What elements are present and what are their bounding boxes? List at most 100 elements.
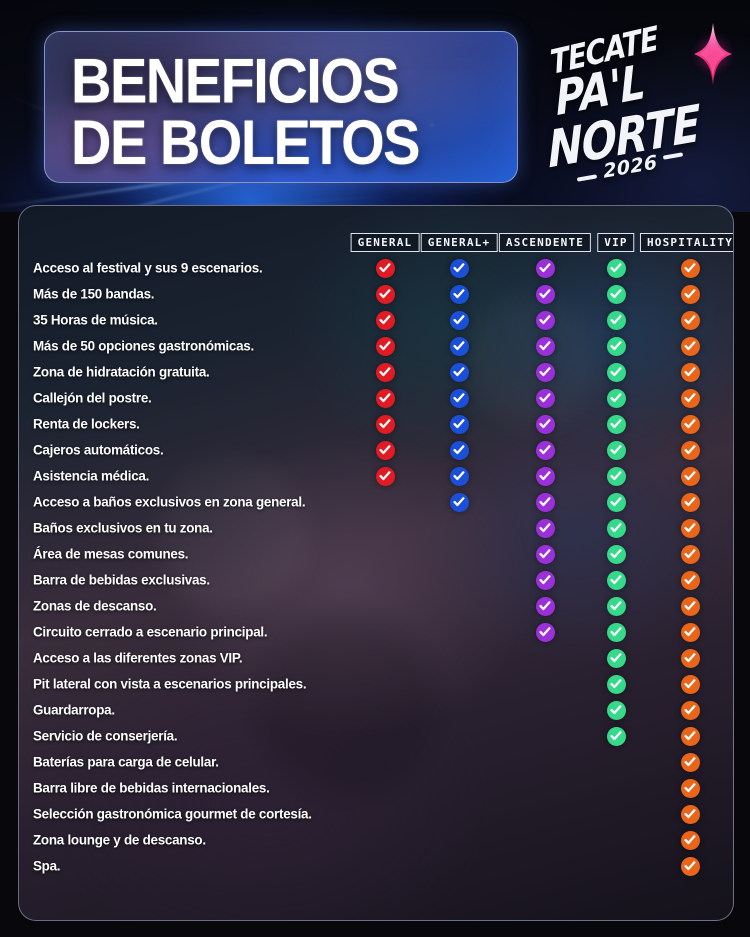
table-row: Selección gastronómica gourmet de cortes… [19,801,733,827]
check-icon-ascendente [535,362,555,382]
cell-empty-general [376,753,395,772]
check-icon-vip [606,596,626,616]
table-row: Barra de bebidas exclusivas. [19,567,733,593]
cell-empty-ascendente [536,727,555,746]
benefit-label: 35 Horas de música. [33,312,158,328]
cell-empty-vip [607,753,626,772]
cell-empty-general_plus [450,675,469,694]
check-icon-hospitality [680,518,700,538]
check-icon-hospitality [680,310,700,330]
table-row: Baterías para carga de celular. [19,749,733,775]
table-row: Zona lounge y de descanso. [19,827,733,853]
check-icon-hospitality [680,284,700,304]
benefit-label: Asistencia médica. [33,468,150,484]
cell-empty-vip [607,779,626,798]
cell-empty-general_plus [450,649,469,668]
check-icon-ascendente [535,492,555,512]
check-icon-ascendente [535,414,555,434]
benefit-label: Zonas de descanso. [33,598,157,614]
check-icon-ascendente [535,440,555,460]
check-icon-hospitality [680,492,700,512]
check-icon-hospitality [680,596,700,616]
check-icon-general [375,362,395,382]
tier-header-general[interactable]: GENERAL [350,233,420,252]
check-icon-ascendente [535,258,555,278]
tier-header-general_plus[interactable]: GENERAL+ [420,233,498,252]
benefit-label: Más de 50 opciones gastronómicas. [33,338,254,354]
table-row: Zonas de descanso. [19,593,733,619]
benefit-label: Acceso a las diferentes zonas VIP. [33,650,243,666]
check-icon-ascendente [535,596,555,616]
check-icon-general [375,310,395,330]
four-point-star-icon [686,23,740,85]
table-row: Asistencia médica. [19,463,733,489]
check-icon-vip [606,726,626,746]
check-icon-hospitality [680,388,700,408]
check-icon-vip [606,544,626,564]
check-icon-hospitality [680,700,700,720]
tier-header-ascendente[interactable]: ASCENDENTE [498,233,592,252]
logo-dash-decor [576,174,598,182]
check-icon-ascendente [535,570,555,590]
page-title: BENEFICIOS DE BOLETOS [71,45,421,178]
check-icon-general_plus [449,414,469,434]
check-icon-vip [606,258,626,278]
star-glow-decor [693,34,733,74]
cell-empty-general_plus [450,597,469,616]
cell-empty-general [376,545,395,564]
check-icon-general_plus [449,492,469,512]
benefit-label: Guardarropa. [33,702,115,718]
check-icon-vip [606,674,626,694]
check-icon-ascendente [535,544,555,564]
table-row: Circuito cerrado a escenario principal. [19,619,733,645]
check-icon-vip [606,492,626,512]
check-icon-general_plus [449,440,469,460]
check-icon-vip [606,388,626,408]
benefit-label: Pit lateral con vista a escenarios princ… [33,676,307,692]
benefit-label: Renta de lockers. [33,416,140,432]
cell-empty-general_plus [450,571,469,590]
tier-header-vip[interactable]: VIP [597,233,635,252]
cell-empty-general [376,857,395,876]
check-icon-general [375,336,395,356]
table-row: Acceso a las diferentes zonas VIP. [19,645,733,671]
tier-header-hospitality[interactable]: HOSPITALITY [639,233,733,252]
table-row: Acceso al festival y sus 9 escenarios. [19,255,733,281]
cell-empty-ascendente [536,779,555,798]
check-icon-vip [606,648,626,668]
benefit-label: Callejón del postre. [33,390,152,406]
benefit-label: Servicio de conserjería. [33,728,178,744]
benefit-label: Baños exclusivos en tu zona. [33,520,213,536]
check-icon-hospitality [680,544,700,564]
cell-empty-vip [607,831,626,850]
check-icon-hospitality [680,856,700,876]
cell-empty-general_plus [450,753,469,772]
check-icon-hospitality [680,570,700,590]
cell-empty-general [376,623,395,642]
check-icon-vip [606,440,626,460]
benefits-table: Acceso al festival y sus 9 escenarios. Má… [19,255,733,879]
check-icon-ascendente [535,518,555,538]
check-icon-general_plus [449,388,469,408]
benefit-label: Cajeros automáticos. [33,442,164,458]
table-row: Callejón del postre. [19,385,733,411]
cell-empty-general_plus [450,519,469,538]
check-icon-hospitality [680,440,700,460]
table-row: Spa. [19,853,733,879]
check-icon-general_plus [449,362,469,382]
cell-empty-general_plus [450,805,469,824]
table-row: Cajeros automáticos. [19,437,733,463]
check-icon-vip [606,466,626,486]
benefit-label: Circuito cerrado a escenario principal. [33,624,268,640]
check-icon-vip [606,310,626,330]
check-icon-hospitality [680,466,700,486]
check-icon-vip [606,414,626,434]
cell-empty-general_plus [450,727,469,746]
check-icon-hospitality [680,674,700,694]
check-icon-hospitality [680,336,700,356]
check-icon-vip [606,700,626,720]
check-icon-ascendente [535,622,555,642]
check-icon-vip [606,284,626,304]
check-icon-vip [606,336,626,356]
